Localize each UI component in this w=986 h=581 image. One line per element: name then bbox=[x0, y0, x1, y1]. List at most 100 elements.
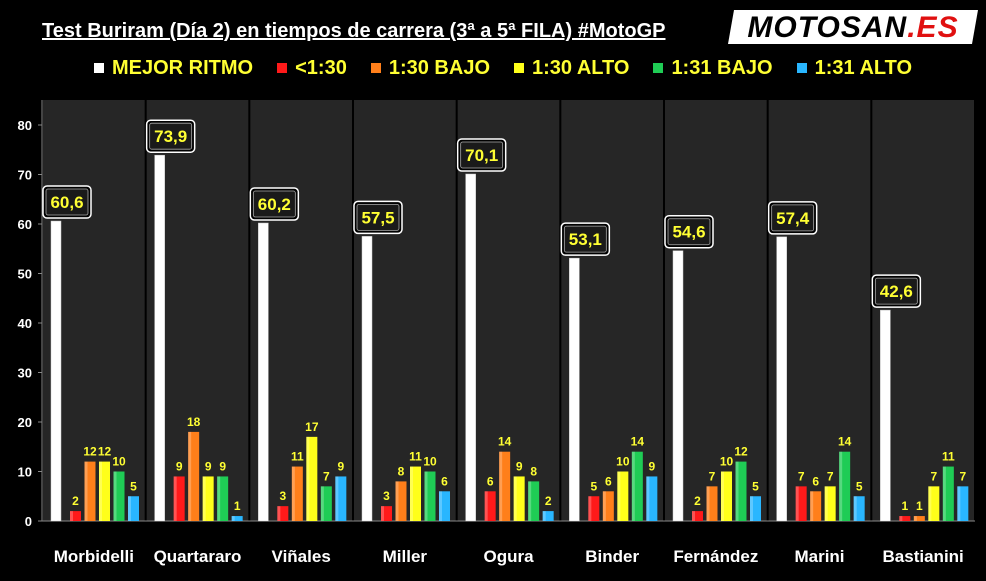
category-panel bbox=[43, 100, 145, 521]
bar-highlight bbox=[424, 471, 428, 521]
bar-highlight bbox=[646, 476, 650, 521]
value-box bbox=[664, 214, 714, 249]
bar bbox=[928, 486, 940, 521]
data-label: 1 bbox=[901, 499, 908, 513]
bar-highlight bbox=[217, 476, 221, 521]
bar-mejor-ritmo bbox=[465, 173, 476, 522]
bar-mejor-ritmo bbox=[672, 250, 684, 522]
x-tick-label: Miller bbox=[383, 547, 428, 566]
bar bbox=[913, 516, 925, 521]
bar bbox=[750, 496, 761, 521]
bar bbox=[542, 511, 554, 521]
bar-highlight bbox=[706, 486, 710, 521]
bar bbox=[410, 466, 421, 521]
bar-highlight bbox=[810, 491, 814, 521]
data-label: 8 bbox=[398, 464, 405, 478]
data-label: 2 bbox=[694, 494, 701, 508]
bar bbox=[320, 486, 332, 521]
y-tick-label: 0 bbox=[25, 514, 32, 529]
bar-highlight bbox=[499, 451, 503, 521]
legend-swatch bbox=[653, 63, 664, 73]
bar bbox=[217, 476, 229, 521]
data-label: 7 bbox=[930, 469, 937, 483]
value-box bbox=[145, 119, 196, 153]
legend-label: 1:31 ALTO bbox=[814, 56, 913, 79]
bar-highlight bbox=[188, 431, 192, 521]
x-tick-label: Morbidelli bbox=[54, 547, 134, 566]
bar bbox=[721, 471, 732, 521]
bar bbox=[824, 486, 836, 521]
bar bbox=[706, 486, 718, 521]
bar-highlight bbox=[853, 496, 857, 521]
value-box-inner bbox=[45, 188, 89, 216]
data-label-mejor-ritmo: 53,1 bbox=[569, 230, 602, 249]
data-label: 1 bbox=[916, 499, 923, 513]
data-label: 7 bbox=[323, 469, 330, 483]
chart-title: Test Buriram (Día 2) en tiempos de carre… bbox=[42, 20, 666, 42]
data-label: 3 bbox=[279, 489, 286, 503]
data-label-mejor-ritmo: 73,9 bbox=[154, 127, 187, 146]
x-tick-label: Viñales bbox=[272, 547, 331, 566]
y-tick-label: 70 bbox=[18, 168, 32, 183]
bar-highlight bbox=[202, 476, 206, 521]
bar-mejor-ritmo bbox=[569, 257, 580, 522]
bar bbox=[839, 451, 851, 521]
data-label-mejor-ritmo: 60,2 bbox=[258, 195, 291, 214]
data-label-mejor-ritmo: 57,5 bbox=[361, 208, 394, 227]
data-label-mejor-ritmo: 70,1 bbox=[465, 146, 498, 165]
data-label: 12 bbox=[83, 445, 97, 459]
bar-highlight bbox=[617, 471, 621, 521]
bar-highlight bbox=[735, 461, 739, 521]
legend-swatch bbox=[277, 63, 288, 73]
bar-highlight bbox=[588, 496, 592, 521]
bar-highlight bbox=[231, 516, 235, 521]
value-box bbox=[249, 187, 300, 221]
bar-highlight bbox=[928, 486, 932, 521]
bar-highlight bbox=[824, 486, 828, 521]
legend-swatch bbox=[796, 63, 807, 73]
bar bbox=[646, 476, 658, 521]
bar-mejor-ritmo bbox=[776, 236, 787, 522]
x-tick-label: Quartararo bbox=[154, 547, 242, 566]
data-label: 9 bbox=[337, 459, 344, 473]
y-tick-label: 10 bbox=[18, 465, 32, 480]
bar bbox=[899, 516, 911, 521]
data-label: 2 bbox=[545, 494, 552, 508]
bar bbox=[84, 461, 96, 521]
chart-legend: MEJOR RITMO <1:30 1:30 BAJO 1:30 ALTO 1:31 B… bbox=[94, 56, 936, 80]
y-tick-label: 80 bbox=[18, 118, 32, 133]
bar bbox=[735, 461, 747, 521]
bar-mejor-ritmo bbox=[880, 309, 891, 522]
data-label: 2 bbox=[72, 494, 79, 508]
value-box bbox=[353, 200, 403, 235]
bar-highlight bbox=[439, 491, 442, 521]
category-panel bbox=[250, 100, 352, 521]
x-tick-label: Ogura bbox=[483, 547, 534, 566]
data-label: 5 bbox=[130, 479, 137, 493]
data-label: 7 bbox=[959, 469, 966, 483]
legend-item: 1:31 BAJO bbox=[653, 57, 773, 80]
bar-highlight bbox=[513, 476, 517, 521]
bar-highlight bbox=[528, 481, 532, 521]
bar-highlight bbox=[721, 471, 724, 521]
legend-swatch bbox=[94, 63, 104, 73]
bar bbox=[617, 471, 629, 521]
value-box-inner bbox=[149, 122, 193, 150]
category-panel bbox=[354, 100, 456, 521]
legend-item: 1:31 ALTO bbox=[796, 56, 913, 80]
bar bbox=[692, 511, 703, 521]
data-label-mejor-ritmo: 57,4 bbox=[776, 209, 810, 228]
legend-label: MEJOR RITMO bbox=[112, 56, 254, 79]
bar-highlight bbox=[70, 511, 73, 521]
legend-swatch bbox=[514, 63, 524, 73]
y-tick-label: 20 bbox=[18, 415, 32, 430]
value-box-inner bbox=[874, 277, 918, 305]
bar bbox=[188, 431, 200, 521]
value-box bbox=[42, 185, 92, 219]
bar-highlight bbox=[631, 451, 635, 521]
bar bbox=[128, 496, 139, 521]
bar-highlight bbox=[913, 516, 917, 521]
bar bbox=[853, 496, 865, 521]
y-tick-label: 60 bbox=[18, 217, 32, 232]
